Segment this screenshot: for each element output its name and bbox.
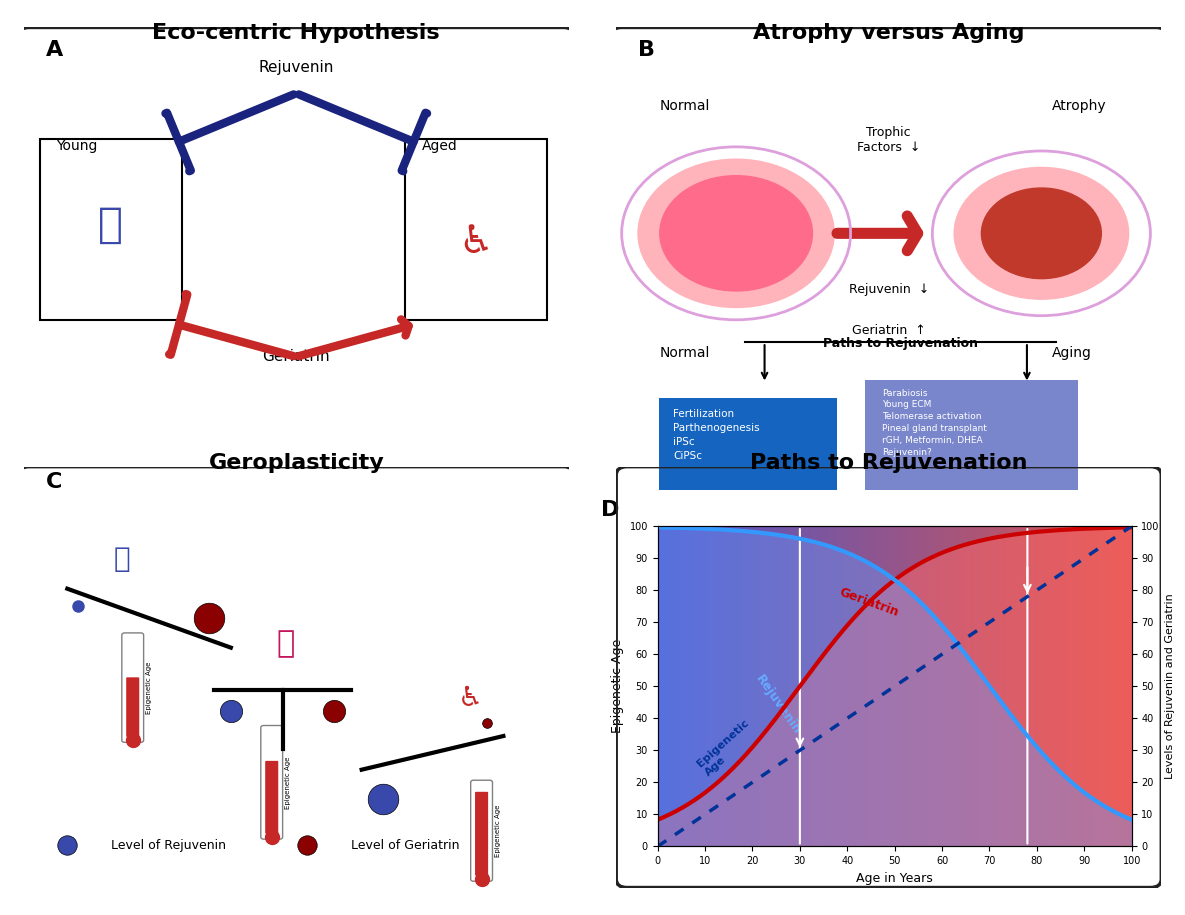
- FancyBboxPatch shape: [265, 761, 278, 834]
- FancyBboxPatch shape: [18, 467, 575, 892]
- Text: Rejuvenin: Rejuvenin: [258, 60, 334, 75]
- Text: Epigenetic Age: Epigenetic Age: [495, 804, 501, 857]
- FancyBboxPatch shape: [649, 393, 846, 494]
- FancyBboxPatch shape: [126, 677, 140, 737]
- FancyBboxPatch shape: [122, 633, 143, 742]
- FancyBboxPatch shape: [40, 139, 181, 320]
- Y-axis label: Epigenetic Age: Epigenetic Age: [611, 639, 624, 734]
- Text: 🚶: 🚶: [98, 204, 123, 246]
- FancyBboxPatch shape: [405, 139, 547, 320]
- Text: Geriatrin: Geriatrin: [262, 349, 331, 363]
- Text: Paths to Rejuvenation: Paths to Rejuvenation: [750, 453, 1027, 473]
- Text: Aging: Aging: [1052, 346, 1093, 360]
- FancyBboxPatch shape: [18, 27, 575, 444]
- Circle shape: [954, 167, 1128, 299]
- Text: Paths to Rejuvenation: Paths to Rejuvenation: [824, 337, 978, 350]
- X-axis label: Age in Years: Age in Years: [857, 872, 933, 885]
- Text: C: C: [45, 472, 62, 491]
- Text: Rejuvenin  ↓: Rejuvenin ↓: [848, 283, 929, 296]
- FancyBboxPatch shape: [470, 780, 493, 881]
- Text: Geriatrin: Geriatrin: [838, 586, 901, 619]
- Circle shape: [660, 176, 813, 291]
- Text: ♿: ♿: [459, 684, 483, 712]
- Text: Trophic
Factors  ↓: Trophic Factors ↓: [857, 126, 921, 155]
- Text: 🚶: 🚶: [276, 629, 295, 658]
- Text: Level of Rejuvenin: Level of Rejuvenin: [111, 839, 226, 852]
- Circle shape: [638, 159, 834, 307]
- FancyBboxPatch shape: [475, 791, 488, 876]
- Text: Fertilization
Parthenogenesis
iPSc
CiPSc: Fertilization Parthenogenesis iPSc CiPSc: [673, 409, 760, 461]
- Text: Geriatrin  ↑: Geriatrin ↑: [852, 324, 925, 337]
- Text: A: A: [45, 40, 63, 60]
- FancyBboxPatch shape: [261, 726, 283, 839]
- Text: Parabiosis
Young ECM
Telomerase activation
Pineal gland transplant
rGH, Metformi: Parabiosis Young ECM Telomerase activati…: [882, 389, 987, 457]
- Text: Aged: Aged: [422, 139, 457, 153]
- Circle shape: [981, 188, 1101, 279]
- Text: D: D: [601, 500, 620, 520]
- FancyBboxPatch shape: [854, 374, 1089, 495]
- Text: Atrophy versus Aging: Atrophy versus Aging: [752, 23, 1025, 43]
- Y-axis label: Levels of Rejuvenin and Geriatrin: Levels of Rejuvenin and Geriatrin: [1165, 593, 1176, 780]
- Text: Epigenetic Age: Epigenetic Age: [286, 756, 292, 809]
- Text: Geroplasticity: Geroplasticity: [209, 453, 384, 473]
- FancyBboxPatch shape: [610, 27, 1167, 444]
- Text: Young: Young: [57, 139, 98, 153]
- Text: B: B: [638, 40, 655, 60]
- Text: Epigenetic Age: Epigenetic Age: [147, 662, 153, 714]
- Text: ♿: ♿: [459, 222, 494, 261]
- Text: Level of Geriatrin: Level of Geriatrin: [351, 839, 460, 852]
- Text: Eco-centric Hypothesis: Eco-centric Hypothesis: [153, 23, 440, 43]
- Text: Rejuvenin: Rejuvenin: [752, 673, 803, 737]
- Text: Atrophy: Atrophy: [1052, 99, 1107, 113]
- Text: 🚶: 🚶: [114, 545, 130, 574]
- Text: Normal: Normal: [660, 346, 710, 360]
- Text: Epigenetic
Age: Epigenetic Age: [696, 718, 758, 778]
- Text: Normal: Normal: [660, 99, 710, 113]
